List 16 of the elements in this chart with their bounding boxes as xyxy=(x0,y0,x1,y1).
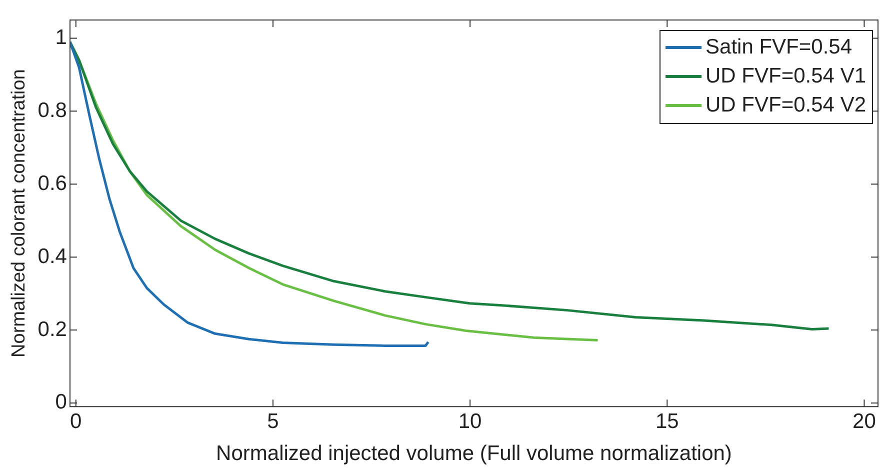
x-tick-label: 0 xyxy=(70,410,82,433)
x-tick-label: 20 xyxy=(852,410,876,433)
y-tick-label: 0 xyxy=(55,390,67,414)
x-tick-label: 10 xyxy=(458,410,482,433)
legend-label: Satin FVF=0.54 xyxy=(706,35,852,58)
legend-label: UD FVF=0.54 V2 xyxy=(706,93,866,116)
y-tick-label: 1 xyxy=(55,26,67,50)
x-tick-label: 5 xyxy=(267,410,279,433)
y-axis-title: Normalized colorant concentration xyxy=(8,69,30,358)
y-tick-label: 0.8 xyxy=(38,98,67,122)
x-tick-label: 15 xyxy=(655,410,679,433)
x-axis-title: Normalized injected volume (Full volume normalization) xyxy=(216,442,732,466)
legend-label: UD FVF=0.54 V1 xyxy=(706,64,866,88)
y-tick-label: 0.4 xyxy=(38,244,68,268)
y-tick-label: 0.2 xyxy=(38,318,67,341)
y-tick-label: 0.6 xyxy=(38,172,67,195)
